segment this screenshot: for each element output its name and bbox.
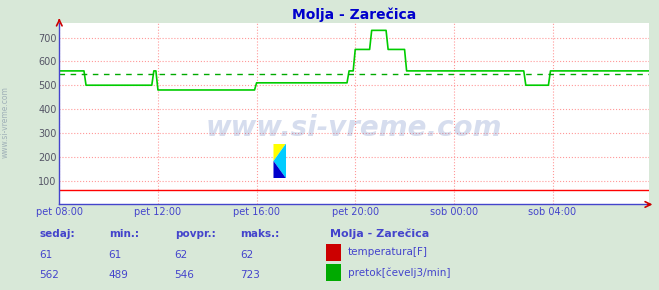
- Text: www.si-vreme.com: www.si-vreme.com: [1, 86, 10, 158]
- Text: 62: 62: [175, 250, 188, 260]
- Text: maks.:: maks.:: [241, 229, 280, 239]
- Text: pretok[čevelj3/min]: pretok[čevelj3/min]: [348, 267, 451, 278]
- Text: 61: 61: [40, 250, 53, 260]
- Text: sedaj:: sedaj:: [40, 229, 75, 239]
- Text: 546: 546: [175, 270, 194, 280]
- Text: 562: 562: [40, 270, 59, 280]
- Text: Molja - Zarečica: Molja - Zarečica: [330, 229, 429, 239]
- Text: temperatura[F]: temperatura[F]: [348, 247, 428, 257]
- Text: 62: 62: [241, 250, 254, 260]
- Polygon shape: [273, 144, 286, 161]
- Polygon shape: [273, 144, 286, 178]
- Text: min.:: min.:: [109, 229, 139, 239]
- Text: www.si-vreme.com: www.si-vreme.com: [206, 114, 502, 142]
- Text: povpr.:: povpr.:: [175, 229, 215, 239]
- Text: 723: 723: [241, 270, 260, 280]
- Polygon shape: [273, 161, 286, 178]
- Text: 489: 489: [109, 270, 129, 280]
- Text: 61: 61: [109, 250, 122, 260]
- Title: Molja - Zarečica: Molja - Zarečica: [292, 8, 416, 22]
